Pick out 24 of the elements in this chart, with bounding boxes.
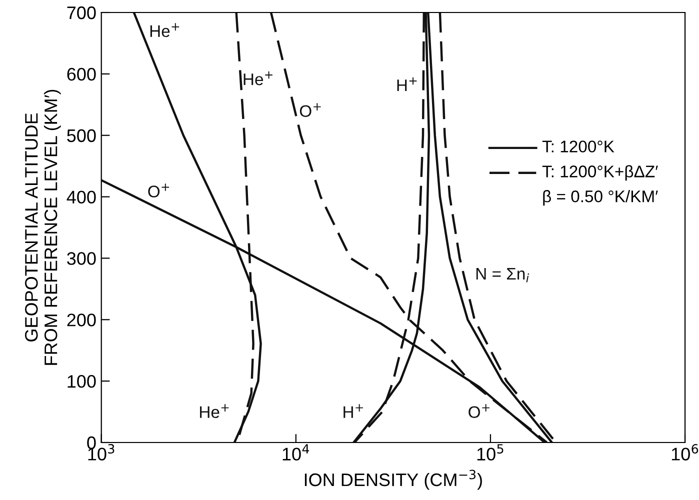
series-label: He$^{+}$ <box>150 23 180 38</box>
y-tick-label: 400 <box>66 190 96 204</box>
y-tick-label: 500 <box>67 129 96 142</box>
x-tick-label: 10$^{4}$ <box>282 444 310 460</box>
x-tick-label: 10$^{6}$ <box>672 444 698 460</box>
x-tick-label: 10$^{5}$ <box>477 444 504 460</box>
y-tick-label: 600 <box>67 68 96 81</box>
series-label: N = Σn$_{i}$ <box>476 268 530 282</box>
text: He$^{+}$ <box>200 404 229 418</box>
y-tick-label: 100 <box>68 375 96 388</box>
annotation: T: 1200°K+βΔZ′ <box>542 165 658 181</box>
x-axis-title: ION DENSITY (CM$^{−3}$) <box>304 470 482 490</box>
series-label: O$^{+}$ <box>300 103 321 118</box>
series-label: H$^{+}$ <box>344 404 363 418</box>
series-label: H$^{+}$ <box>397 77 417 92</box>
y-axis-title: GEOPOTENTIAL ALTITUDE FROM REFERENCE LEVEL (KM′) <box>25 90 61 365</box>
annotation: β = 0.50 °K/KM′ <box>543 190 658 206</box>
annotation: T: 1200°K <box>542 140 614 152</box>
series-label: O$^{+}$ <box>148 184 170 198</box>
series-label: He$^{+}$ <box>244 71 272 86</box>
text: O$^{+}$ <box>468 404 490 418</box>
y-tick-label: 700 <box>67 6 96 20</box>
y-tick-label: 200 <box>67 314 96 326</box>
y-tick-label: 300 <box>67 252 96 265</box>
